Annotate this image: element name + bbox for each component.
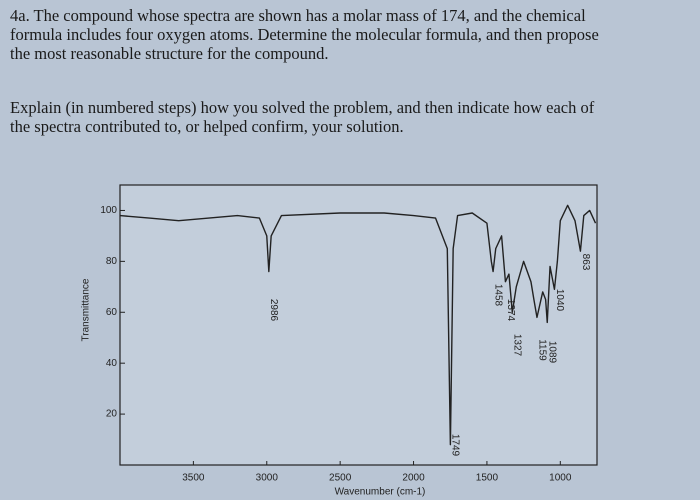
y-tick-label: 20 [106,409,118,420]
spectrum-line [119,204,597,446]
x-tick-label: 3500 [182,473,205,484]
peak-label: 1749 [450,434,461,457]
peak-label: 863 [580,254,591,271]
text-line: the spectra contributed to, or helped co… [10,117,404,136]
peak-label: 1327 [512,334,523,357]
y-tick-label: 40 [106,358,118,369]
x-tick-label: 1500 [476,473,499,484]
x-axis-title: Wavenumber (cm-1) [335,487,426,498]
peak-label: 1159 [536,339,547,361]
instructions: Explain (in numbered steps) how you solv… [10,98,594,136]
y-tick-label: 60 [106,307,118,318]
question: 4a. The compound whose spectra are shown… [10,6,599,63]
peak-label: 1374 [505,299,516,322]
y-axis-title: Transmittance [81,278,92,341]
text-line: 4a. The compound whose spectra are shown… [10,6,586,25]
x-tick-label: 2000 [402,473,425,484]
peak-label: 1089 [547,341,558,364]
x-tick-label: 2500 [329,473,352,484]
x-tick-label: 1000 [549,473,572,484]
peak-label: 2986 [268,299,279,322]
text-line: Explain (in numbered steps) how you solv… [10,98,595,117]
x-tick-label: 3000 [256,473,279,484]
y-tick-label: 80 [106,256,118,267]
text-line: the most reasonable structure for the co… [10,44,329,63]
peak-label: 1458 [492,284,503,307]
peak-label: 1040 [554,289,565,312]
text-line: formula includes four oxygen atoms. Dete… [10,25,599,44]
y-tick-label: 100 [100,205,117,216]
plot-area [119,184,598,466]
